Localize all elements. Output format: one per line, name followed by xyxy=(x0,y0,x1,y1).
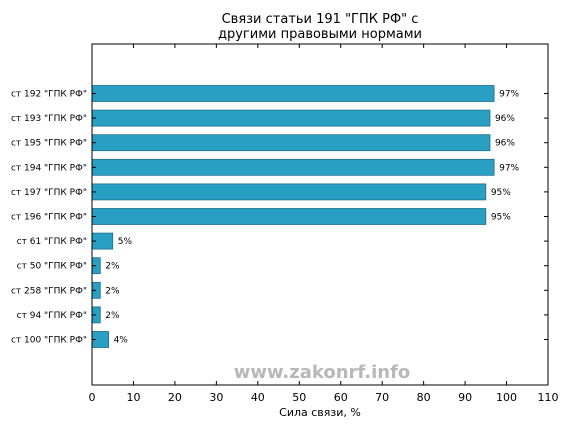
y-category-label: ст 258 "ГПК РФ" xyxy=(11,286,87,296)
bar xyxy=(91,134,491,152)
y-category-label: ст 195 "ГПК РФ" xyxy=(11,139,87,149)
bar-value-label: 96% xyxy=(495,114,515,124)
bar xyxy=(91,208,487,225)
bars-layer: 97% 96% 96% 97% 95% 95% 5% 2% 2% 2% 4% xyxy=(91,85,520,348)
x-tick-label: 90 xyxy=(458,391,472,404)
watermark: www.zakonrf.info xyxy=(234,362,411,383)
y-category-label: ст 100 "ГПК РФ" xyxy=(11,336,87,346)
bar-value-label: 97% xyxy=(499,163,519,173)
bar-value-label: 97% xyxy=(499,90,519,100)
x-tick-label: 80 xyxy=(417,391,431,404)
y-category-label: ст 194 "ГПК РФ" xyxy=(11,163,87,173)
bar xyxy=(91,183,487,201)
x-axis-label: Сила связи, % xyxy=(279,406,361,419)
plot-frame xyxy=(91,43,549,386)
x-tick-label: 10 xyxy=(126,391,140,404)
x-tick-label: 30 xyxy=(209,391,223,404)
bar xyxy=(91,158,495,176)
x-tick-label: 70 xyxy=(375,391,389,404)
bar xyxy=(91,85,495,102)
ticks-layer: ст 192 "ГПК РФ" ст 193 "ГПК РФ" ст 195 "ГП… xyxy=(11,44,559,404)
bar xyxy=(91,109,491,127)
bar-value-label: 2% xyxy=(105,311,120,321)
y-category-label: ст 192 "ГПК РФ" xyxy=(11,90,87,100)
y-category-label: ст 61 "ГПК РФ" xyxy=(17,237,87,247)
chart-title-line-2: другими правовыми нормами xyxy=(218,27,422,42)
y-category-label: ст 196 "ГПК РФ" xyxy=(11,213,87,223)
bar-value-label: 5% xyxy=(118,237,133,247)
x-tick-label: 100 xyxy=(496,391,517,404)
y-category-label: ст 94 "ГПК РФ" xyxy=(17,311,87,321)
x-tick-label: 40 xyxy=(251,391,265,404)
y-category-label: ст 50 "ГПК РФ" xyxy=(17,262,87,272)
x-tick-label: 110 xyxy=(538,391,559,404)
bar-value-label: 2% xyxy=(105,262,120,272)
bar-value-label: 95% xyxy=(491,213,511,223)
bar-value-label: 4% xyxy=(114,336,129,346)
y-category-label: ст 193 "ГПК РФ" xyxy=(11,114,87,124)
x-tick-label: 50 xyxy=(292,391,306,404)
bar-value-label: 2% xyxy=(105,286,120,296)
chart-title-line-1: Связи статьи 191 "ГПК РФ" с xyxy=(222,12,419,27)
bar-value-label: 96% xyxy=(495,139,515,149)
x-tick-label: 20 xyxy=(168,391,182,404)
bar-value-label: 95% xyxy=(491,188,511,198)
y-category-label: ст 197 "ГПК РФ" xyxy=(11,188,87,198)
x-tick-label: 60 xyxy=(334,391,348,404)
x-tick-label: 0 xyxy=(89,391,96,404)
